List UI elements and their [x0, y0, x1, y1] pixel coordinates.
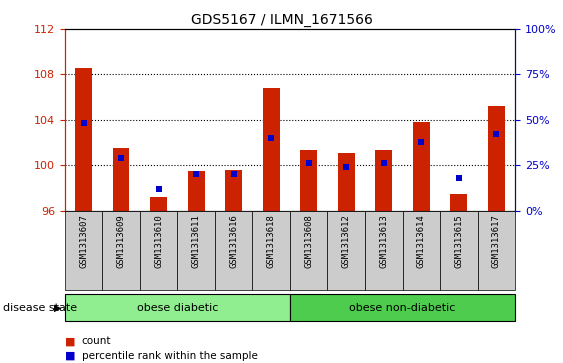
- Point: [229, 171, 238, 177]
- Text: GSM1313609: GSM1313609: [117, 215, 126, 268]
- FancyBboxPatch shape: [65, 294, 290, 321]
- Text: GSM1313618: GSM1313618: [267, 215, 276, 268]
- Text: GSM1313616: GSM1313616: [229, 215, 238, 268]
- Text: GSM1313615: GSM1313615: [454, 215, 463, 268]
- Text: GSM1313607: GSM1313607: [79, 215, 88, 268]
- FancyBboxPatch shape: [65, 211, 102, 290]
- Text: ■: ■: [65, 351, 75, 361]
- Bar: [113, 148, 129, 211]
- Text: ▶: ▶: [55, 303, 62, 313]
- Text: GSM1313617: GSM1313617: [492, 215, 501, 268]
- Text: GSM1313610: GSM1313610: [154, 215, 163, 268]
- Text: GDS5167 / ILMN_1671566: GDS5167 / ILMN_1671566: [190, 13, 373, 27]
- FancyBboxPatch shape: [252, 211, 290, 290]
- Text: disease state: disease state: [3, 303, 77, 313]
- FancyBboxPatch shape: [290, 211, 328, 290]
- Text: count: count: [82, 336, 111, 346]
- FancyBboxPatch shape: [477, 211, 515, 290]
- FancyBboxPatch shape: [140, 211, 177, 290]
- Text: GSM1313614: GSM1313614: [417, 215, 426, 268]
- Bar: [225, 170, 242, 211]
- Bar: [376, 150, 392, 211]
- Bar: [300, 150, 317, 211]
- FancyBboxPatch shape: [328, 211, 365, 290]
- Point: [79, 121, 88, 126]
- FancyBboxPatch shape: [177, 211, 215, 290]
- Point: [154, 186, 163, 192]
- Bar: [488, 106, 505, 211]
- Point: [454, 175, 463, 181]
- Bar: [450, 193, 467, 211]
- Bar: [75, 68, 92, 211]
- FancyBboxPatch shape: [365, 211, 403, 290]
- Bar: [150, 197, 167, 211]
- Bar: [338, 153, 355, 211]
- FancyBboxPatch shape: [102, 211, 140, 290]
- Point: [117, 155, 126, 161]
- Text: obese diabetic: obese diabetic: [137, 303, 218, 313]
- Point: [417, 139, 426, 144]
- Point: [267, 135, 276, 141]
- Text: percentile rank within the sample: percentile rank within the sample: [82, 351, 257, 361]
- Bar: [263, 88, 280, 211]
- FancyBboxPatch shape: [215, 211, 252, 290]
- Text: GSM1313612: GSM1313612: [342, 215, 351, 268]
- FancyBboxPatch shape: [290, 294, 515, 321]
- Point: [342, 164, 351, 170]
- Point: [492, 131, 501, 137]
- Text: GSM1313611: GSM1313611: [191, 215, 200, 268]
- Point: [379, 160, 388, 166]
- Text: obese non-diabetic: obese non-diabetic: [350, 303, 455, 313]
- Text: GSM1313608: GSM1313608: [304, 215, 313, 268]
- Point: [304, 160, 313, 166]
- Text: GSM1313613: GSM1313613: [379, 215, 388, 268]
- Bar: [413, 122, 430, 211]
- FancyBboxPatch shape: [440, 211, 477, 290]
- Text: ■: ■: [65, 336, 75, 346]
- Bar: [187, 171, 204, 211]
- Point: [191, 171, 200, 177]
- FancyBboxPatch shape: [403, 211, 440, 290]
